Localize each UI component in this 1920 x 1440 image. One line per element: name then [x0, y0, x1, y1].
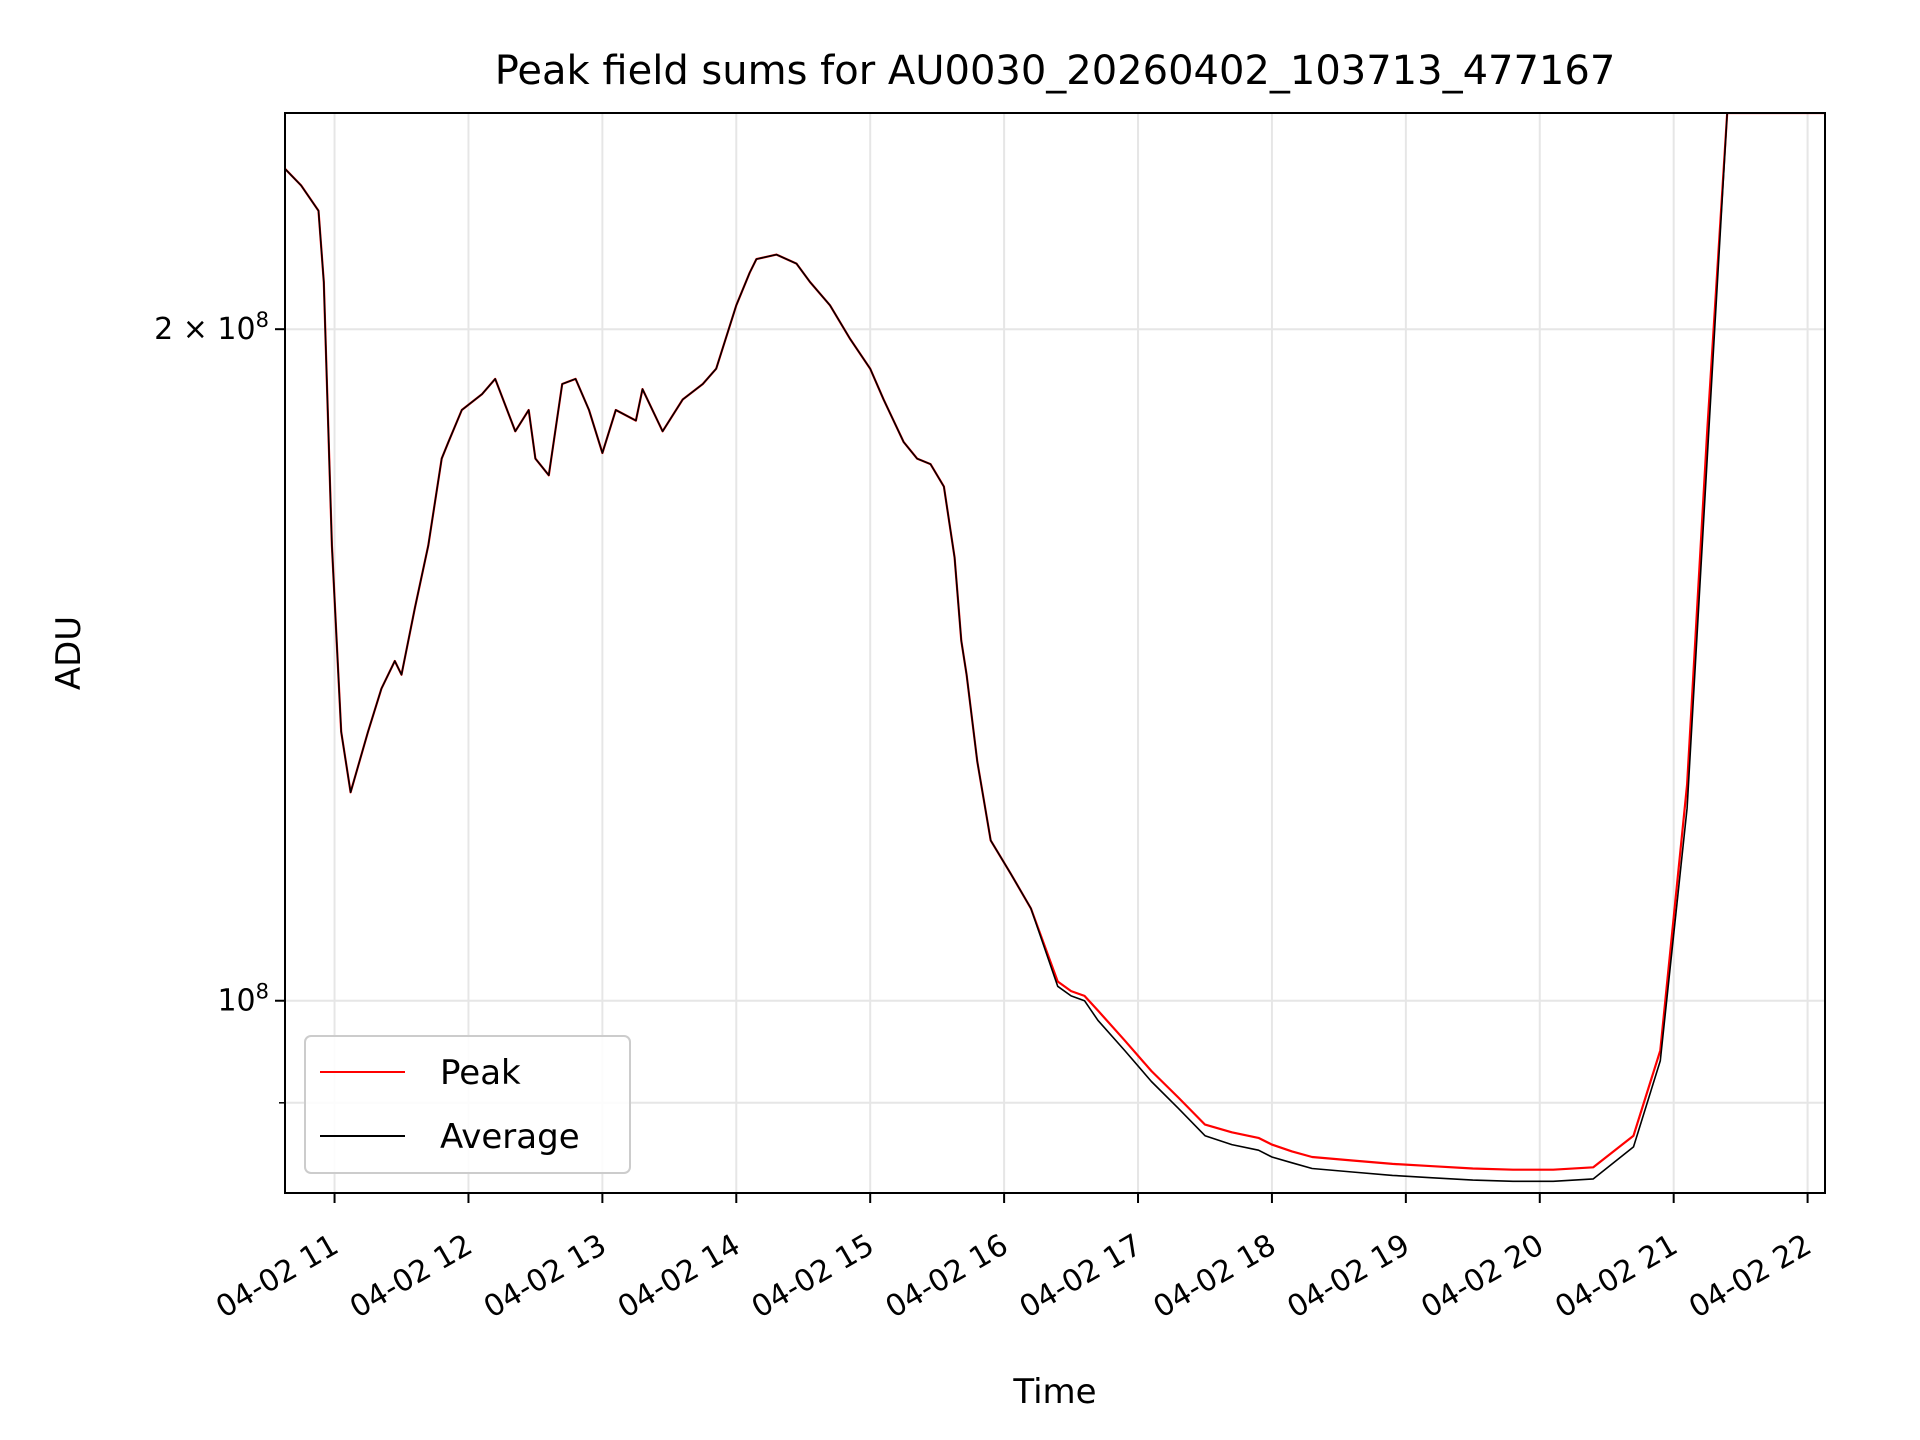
plot-frame	[284, 112, 1826, 1194]
y-axis-label: ADU	[49, 616, 89, 690]
y-tick-label-base: 2 × 10	[154, 312, 255, 347]
chart-title: Peak field sums for AU0030_20260402_1037…	[495, 48, 1616, 94]
legend-label-peak: Peak	[440, 1053, 521, 1093]
y-tick-label: 108	[217, 980, 269, 1019]
y-tick-label: 2 × 108	[154, 308, 269, 347]
x-axis-label: Time	[1012, 1372, 1096, 1412]
series-line-average	[285, 113, 1825, 1183]
legend-label-average: Average	[440, 1117, 580, 1157]
legend-box	[304, 1035, 631, 1174]
y-tick-label-exponent: 8	[256, 308, 269, 332]
legend: Peak Average	[304, 1035, 631, 1174]
y-tick-label-base: 10	[217, 984, 255, 1019]
grid	[285, 113, 1825, 1193]
y-tick-label-exponent: 8	[256, 980, 269, 1004]
series-layer	[285, 113, 1825, 1183]
